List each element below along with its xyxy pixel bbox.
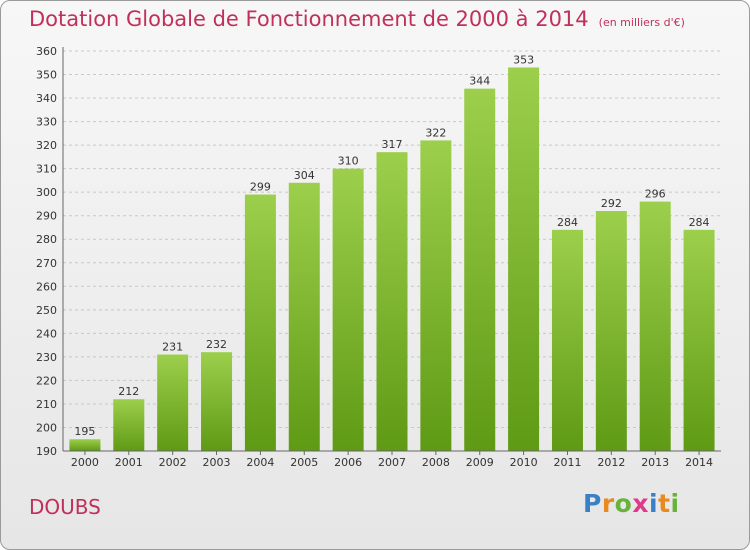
- x-tick-label-2008: 2008: [422, 456, 450, 469]
- bar-2012: [595, 211, 627, 451]
- data-label-2009: 344: [469, 75, 490, 88]
- data-label-2010: 353: [513, 53, 534, 66]
- bar-2007: [376, 152, 408, 452]
- y-tick-label: 280: [36, 233, 57, 246]
- data-label-2003: 232: [206, 338, 227, 351]
- y-tick-label: 230: [36, 351, 57, 364]
- x-tick-label-2014: 2014: [685, 456, 713, 469]
- bar-2009: [464, 88, 496, 451]
- data-label-2013: 296: [645, 188, 666, 201]
- logo-letter: i: [670, 489, 680, 518]
- axes: 190 200 210 220 230 240 250 260 270 280 290 300 310 3…: [36, 45, 721, 469]
- y-tick-label: 200: [36, 421, 57, 434]
- bar-2010: [508, 67, 540, 452]
- y-tick-label: 210: [36, 398, 57, 411]
- data-label-2008: 322: [425, 126, 446, 139]
- logo-letter: x: [632, 489, 649, 518]
- chart-title: Dotation Globale de Fonctionnement de 20…: [29, 7, 685, 31]
- y-tick-label: 350: [36, 69, 57, 82]
- bar-2013: [639, 201, 671, 451]
- bar-2000: [69, 439, 101, 451]
- bar-2002: [157, 354, 189, 451]
- data-label-2005: 304: [294, 169, 315, 182]
- bar-2008: [420, 140, 452, 452]
- bar-2001: [113, 399, 145, 451]
- x-tick-label-2004: 2004: [246, 456, 274, 469]
- x-tick-label-2009: 2009: [466, 456, 494, 469]
- x-tick-label-2011: 2011: [553, 456, 581, 469]
- data-label-2014: 284: [689, 216, 710, 229]
- data-label-2000: 195: [74, 425, 95, 438]
- logo-letter: r: [601, 489, 615, 518]
- y-tick-label: 270: [36, 257, 57, 270]
- x-tick-label-2005: 2005: [290, 456, 318, 469]
- logo-letter: t: [658, 489, 671, 518]
- bar-2003: [201, 352, 233, 451]
- data-label-2011: 284: [557, 216, 578, 229]
- data-label-2006: 310: [338, 155, 359, 168]
- y-tick-label: 290: [36, 210, 57, 223]
- chart-title-text: Dotation Globale de Fonctionnement de 20…: [29, 7, 589, 31]
- y-tick-label: 330: [36, 116, 57, 129]
- y-tick-label: 250: [36, 304, 57, 317]
- data-label-2012: 292: [601, 197, 622, 210]
- y-tick-label: 310: [36, 163, 57, 176]
- proxiti-logo: Proxiti: [583, 489, 680, 518]
- chart-unit: (en milliers d'€): [598, 16, 685, 29]
- data-label-2004: 299: [250, 181, 271, 194]
- bar-2005: [288, 182, 320, 451]
- x-tick-label-2000: 2000: [71, 456, 99, 469]
- data-label-2001: 212: [118, 385, 139, 398]
- y-tick-label: 220: [36, 374, 57, 387]
- bar-2014: [683, 229, 715, 451]
- y-tick-label: 320: [36, 139, 57, 152]
- y-tick-label: 300: [36, 186, 57, 199]
- bars: [69, 67, 715, 452]
- data-label-2002: 231: [162, 341, 183, 354]
- bar-2011: [551, 229, 583, 451]
- x-tick-label-2002: 2002: [159, 456, 187, 469]
- y-tick-label: 240: [36, 327, 57, 340]
- y-tick-label: 260: [36, 280, 57, 293]
- logo-letter: o: [614, 489, 633, 518]
- x-tick-label-2007: 2007: [378, 456, 406, 469]
- x-tick-label-2012: 2012: [597, 456, 625, 469]
- logo-letter: P: [583, 489, 602, 518]
- place-name: DOUBS: [29, 495, 101, 519]
- x-tick-label-2010: 2010: [510, 456, 538, 469]
- y-tick-label: 190: [36, 445, 57, 458]
- data-labels: 195 212 231 232 299 304 310 317 322 344 353 284 292 2…: [74, 53, 709, 438]
- bar-2004: [244, 194, 276, 451]
- logo-letter: i: [649, 489, 659, 518]
- bar-2006: [332, 168, 364, 451]
- data-label-2007: 317: [382, 138, 403, 151]
- x-tick-label-2001: 2001: [115, 456, 143, 469]
- x-tick-label-2003: 2003: [203, 456, 231, 469]
- y-tick-label: 360: [36, 45, 57, 58]
- x-tick-label-2006: 2006: [334, 456, 362, 469]
- y-tick-label: 340: [36, 92, 57, 105]
- x-tick-label-2013: 2013: [641, 456, 669, 469]
